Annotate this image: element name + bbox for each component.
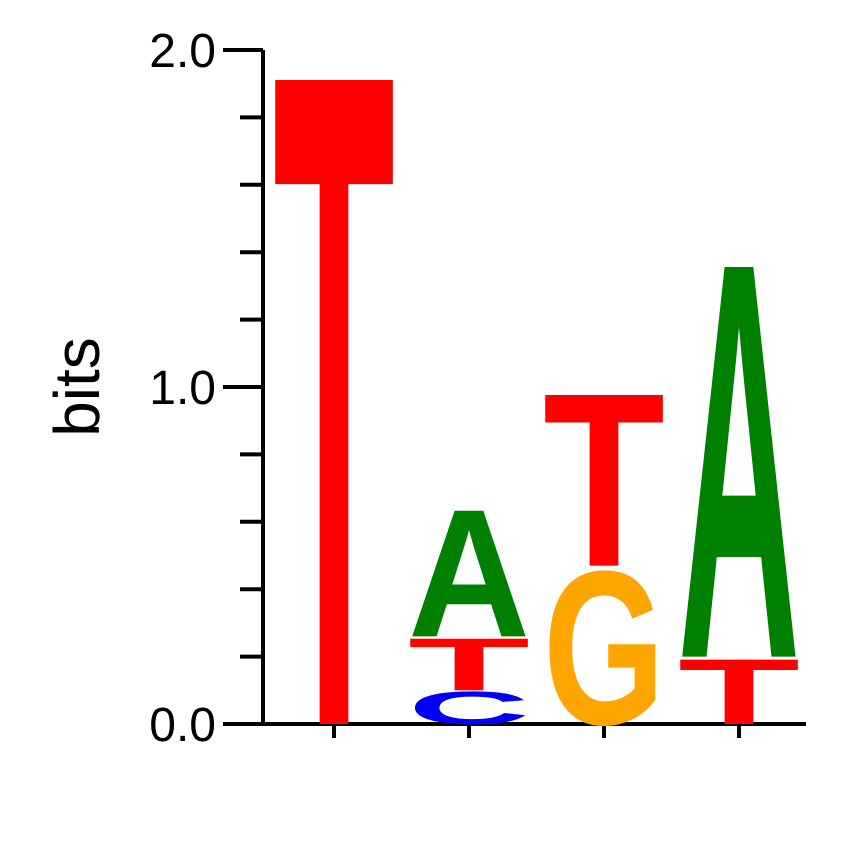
- logo-letter-g: G: [543, 526, 665, 771]
- y-tick-label: 0.0: [149, 699, 216, 752]
- logo-letter-t: T: [273, 0, 395, 842]
- logo-letter-a: A: [678, 144, 800, 777]
- y-tick-label: 2.0: [149, 25, 216, 78]
- y-axis-title: bits: [41, 337, 113, 437]
- logo-letter-t: T: [543, 341, 665, 619]
- x-ticks: [332, 724, 741, 738]
- y-ticks: 2.0 1.0 0.0: [149, 25, 263, 752]
- y-tick-label: 1.0: [149, 362, 216, 415]
- logo-letter-t: T: [678, 640, 800, 744]
- logo-letter-t: T: [408, 622, 530, 706]
- logo-letter-c: C: [408, 682, 530, 734]
- logo-letter-a: A: [408, 472, 530, 675]
